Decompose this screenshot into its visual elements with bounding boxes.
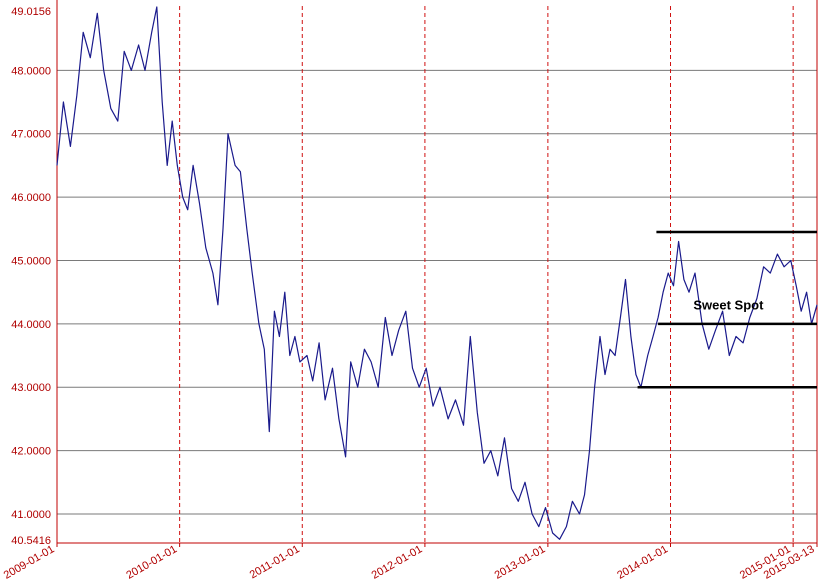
y-tick-label: 44.0000 [11,319,51,331]
annotation-group: Sweet Spot [637,230,817,389]
y-tick-label: 45.0000 [11,255,51,267]
y-tick-label: 42.0000 [11,446,51,458]
annotation-label: Sweet Spot [693,297,764,312]
y-tick-label: 46.0000 [11,192,51,204]
axes [56,0,818,544]
y-tick-label: 49.0156 [11,6,51,18]
y-tick-label: 40.5416 [11,535,51,547]
x-tick-label: 2012-01-01 [370,543,425,582]
series-line [56,6,818,540]
grid [57,69,817,515]
x-tick-label: 2010-01-01 [124,543,179,582]
y-tick-labels: 40.5416 41.0000 42.0000 43.0000 44.0000 45.00… [11,6,51,547]
x-tick-label: 2009-01-01 [2,543,57,582]
y-tick-label: 47.0000 [11,129,51,141]
x-tick-label: 2014-01-01 [615,543,670,582]
x-tick-label: 2011-01-01 [248,543,302,581]
y-tick-label: 41.0000 [11,509,51,521]
series-group [56,6,818,540]
x-tick-label: 2013-01-01 [493,543,548,582]
year-gridlines [179,6,794,543]
y-tick-label: 43.0000 [11,382,51,394]
x-tick-labels: 2009-01-01 2010-01-01 2011-01-01 2012-01-01… [2,543,818,582]
y-tick-label: 48.0000 [11,65,51,77]
